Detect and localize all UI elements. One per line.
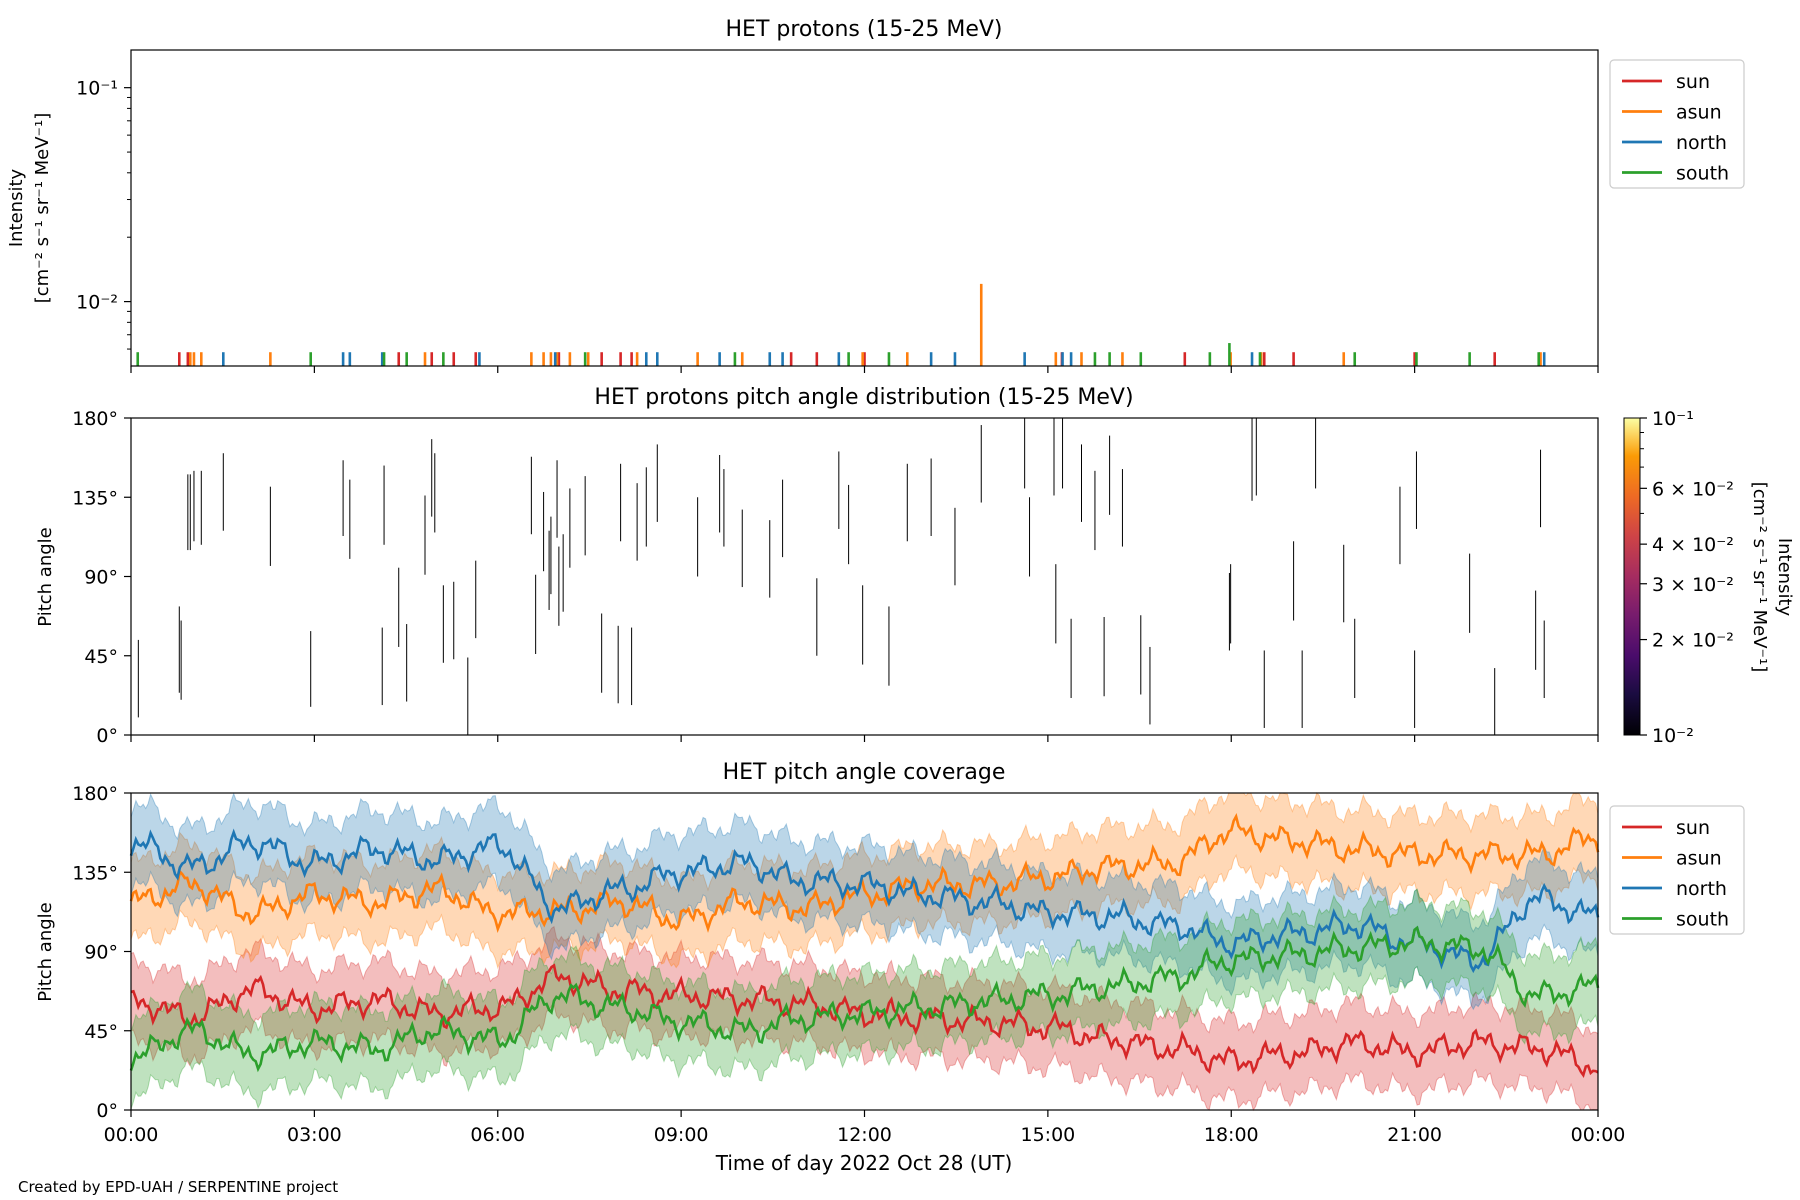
coverage-lines (129, 812, 1600, 1079)
pad-y-ticks: 0° 45° 90° 135° 180° (72, 408, 131, 747)
pad-x-ticks (130, 735, 1599, 742)
intensity-ytick-label: 10⁻² (76, 292, 118, 314)
coverage-xtick-label: 09:00 (654, 1124, 709, 1146)
colorbar-ticks: 10⁻¹ 6 × 10⁻² 4 × 10⁻² 3 × 10⁻² 2 × 10⁻² 10⁻² (1640, 408, 1734, 747)
colorbar-label-line1: Intensity (1774, 538, 1795, 617)
pad-title: HET protons pitch angle distribution (15… (594, 385, 1133, 410)
coverage-legend-label-asun: asun (1676, 848, 1722, 870)
intensity-title: HET protons (15-25 MeV) (726, 17, 1003, 42)
intensity-legend-frame (1609, 59, 1745, 189)
pad-ytick-label: 0° (96, 725, 118, 747)
coverage-ylabel: Pitch angle (35, 902, 56, 1001)
intensity-ylabel-line1: Intensity (6, 168, 27, 247)
intensity-x-ticks (130, 366, 1599, 373)
coverage-legend-frame (1609, 805, 1745, 935)
coverage-xtick-label: 06:00 (470, 1124, 525, 1146)
intensity-bars (136, 283, 1546, 366)
intensity-legend-label-south: south (1676, 163, 1729, 185)
coverage-ytick-label: 180° (72, 783, 118, 805)
intensity-axes-frame (130, 49, 1599, 367)
colorbar-tick-label: 4 × 10⁻² (1652, 534, 1734, 556)
coverage-xtick-label: 00:00 (104, 1124, 159, 1146)
pad-ylabel: Pitch angle (35, 527, 56, 626)
intensity-y-ticks: 10⁻¹ 10⁻² (76, 78, 131, 350)
pad-ytick-label: 90° (84, 567, 118, 589)
coverage-xtick-label: 00:00 (1571, 1124, 1626, 1146)
colorbar-tick-label: 3 × 10⁻² (1652, 574, 1734, 596)
coverage-xtick-label: 15:00 (1020, 1124, 1075, 1146)
pad-ytick-label: 45° (84, 646, 118, 668)
intensity-ytick-label: 10⁻¹ (76, 78, 118, 100)
intensity-panel: HET protons (15-25 MeV) 10⁻¹ 10⁻² Intensi… (6, 17, 1745, 373)
pad-ytick-label: 135° (72, 487, 118, 509)
coverage-line-north (129, 828, 1600, 974)
pad-segments (137, 418, 1545, 735)
coverage-x-ticks: 00:00 03:00 06:00 09:00 12:00 15:00 18:00 21:00… (104, 1110, 1626, 1146)
coverage-bands (130, 792, 1599, 1112)
intensity-ylabel-line2: [cm⁻² s⁻¹ sr⁻¹ MeV⁻¹] (32, 113, 53, 304)
intensity-legend: sun asun north south (1609, 59, 1745, 189)
colorbar (1623, 417, 1641, 736)
colorbar-tick-label: 10⁻² (1652, 725, 1694, 747)
pad-ytick-label: 180° (72, 408, 118, 430)
coverage-line-asun (129, 812, 1600, 933)
coverage-ytick-label: 0° (96, 1100, 118, 1122)
coverage-y-ticks: 0° 45° 90° 135° 180° (72, 783, 131, 1122)
coverage-xtick-label: 12:00 (837, 1124, 892, 1146)
colorbar-label-line2: [cm⁻² s⁻¹ sr⁻¹ MeV⁻¹] (1749, 482, 1770, 673)
coverage-panel: HET pitch angle coverage 0° 45° 90° 135° 180… (35, 760, 1745, 1175)
coverage-xlabel: Time of day 2022 Oct 28 (UT) (715, 1151, 1013, 1175)
coverage-legend: sun asun north south (1609, 805, 1745, 935)
colorbar-tick-label: 10⁻¹ (1652, 408, 1694, 430)
coverage-legend-label-south: south (1676, 909, 1729, 931)
intensity-legend-label-sun: sun (1676, 71, 1710, 93)
coverage-legend-label-north: north (1676, 878, 1727, 900)
coverage-ytick-label: 45° (84, 1021, 118, 1043)
coverage-line-south (129, 925, 1600, 1073)
coverage-legend-label-sun: sun (1676, 817, 1710, 839)
coverage-xtick-label: 18:00 (1204, 1124, 1259, 1146)
colorbar-tick-label: 6 × 10⁻² (1652, 478, 1734, 500)
pad-axes-frame (130, 417, 1599, 736)
intensity-legend-label-asun: asun (1676, 102, 1722, 124)
coverage-ytick-label: 90° (84, 942, 118, 964)
coverage-xtick-label: 03:00 (287, 1124, 342, 1146)
colorbar-tick-label: 2 × 10⁻² (1652, 630, 1734, 652)
coverage-title: HET pitch angle coverage (723, 760, 1006, 785)
coverage-xtick-label: 21:00 (1387, 1124, 1442, 1146)
coverage-line-sun (130, 963, 1599, 1079)
coverage-ytick-label: 135° (72, 862, 118, 884)
pad-panel: HET protons pitch angle distribution (15… (35, 385, 1795, 747)
intensity-legend-label-north: north (1676, 132, 1727, 154)
footer-credit: Created by EPD-UAH / SERPENTINE project (18, 1178, 339, 1196)
